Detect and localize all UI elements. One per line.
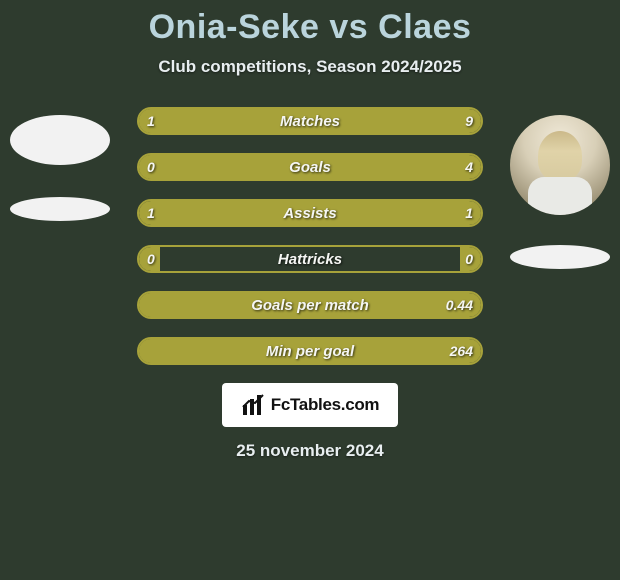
comparison-content: Matches19 Goals04 Assists11 Hattricks00 Goal…	[0, 107, 620, 365]
stat-row: Goals per match0.44	[137, 291, 483, 319]
fctables-logo-icon	[241, 393, 265, 417]
stat-track	[137, 107, 483, 135]
player1-name: Onia-Seke	[149, 8, 320, 46]
stat-track	[137, 291, 483, 319]
stat-row: Matches19	[137, 107, 483, 135]
stat-track	[137, 337, 483, 365]
brand-text: FcTables.com	[271, 395, 380, 415]
stat-right-fill	[310, 201, 481, 225]
player2-avatar-block	[510, 115, 610, 269]
player1-club-badge	[10, 197, 110, 221]
stat-right-fill	[139, 339, 481, 363]
stat-right-fill	[139, 155, 481, 179]
stat-row: Min per goal264	[137, 337, 483, 365]
stat-left-fill	[139, 247, 160, 271]
date-label: 25 november 2024	[0, 441, 620, 461]
player2-avatar	[510, 115, 610, 215]
stat-right-fill	[460, 247, 481, 271]
stat-track	[137, 153, 483, 181]
stats-bars: Matches19 Goals04 Assists11 Hattricks00 Goal…	[137, 107, 483, 365]
comparison-title: Onia-Seke vs Claes	[0, 0, 620, 47]
player1-avatar	[10, 115, 110, 165]
stat-right-fill	[139, 293, 481, 317]
subtitle: Club competitions, Season 2024/2025	[0, 57, 620, 77]
stat-right-fill	[139, 109, 481, 133]
stat-track	[137, 199, 483, 227]
player1-avatar-block	[10, 115, 110, 221]
stat-left-fill	[139, 201, 310, 225]
stat-track	[137, 245, 483, 273]
brand-badge: FcTables.com	[222, 383, 398, 427]
stat-row: Goals04	[137, 153, 483, 181]
vs-label: vs	[329, 8, 368, 46]
player2-name: Claes	[378, 8, 471, 46]
player2-club-badge	[510, 245, 610, 269]
stat-row: Assists11	[137, 199, 483, 227]
stat-row: Hattricks00	[137, 245, 483, 273]
